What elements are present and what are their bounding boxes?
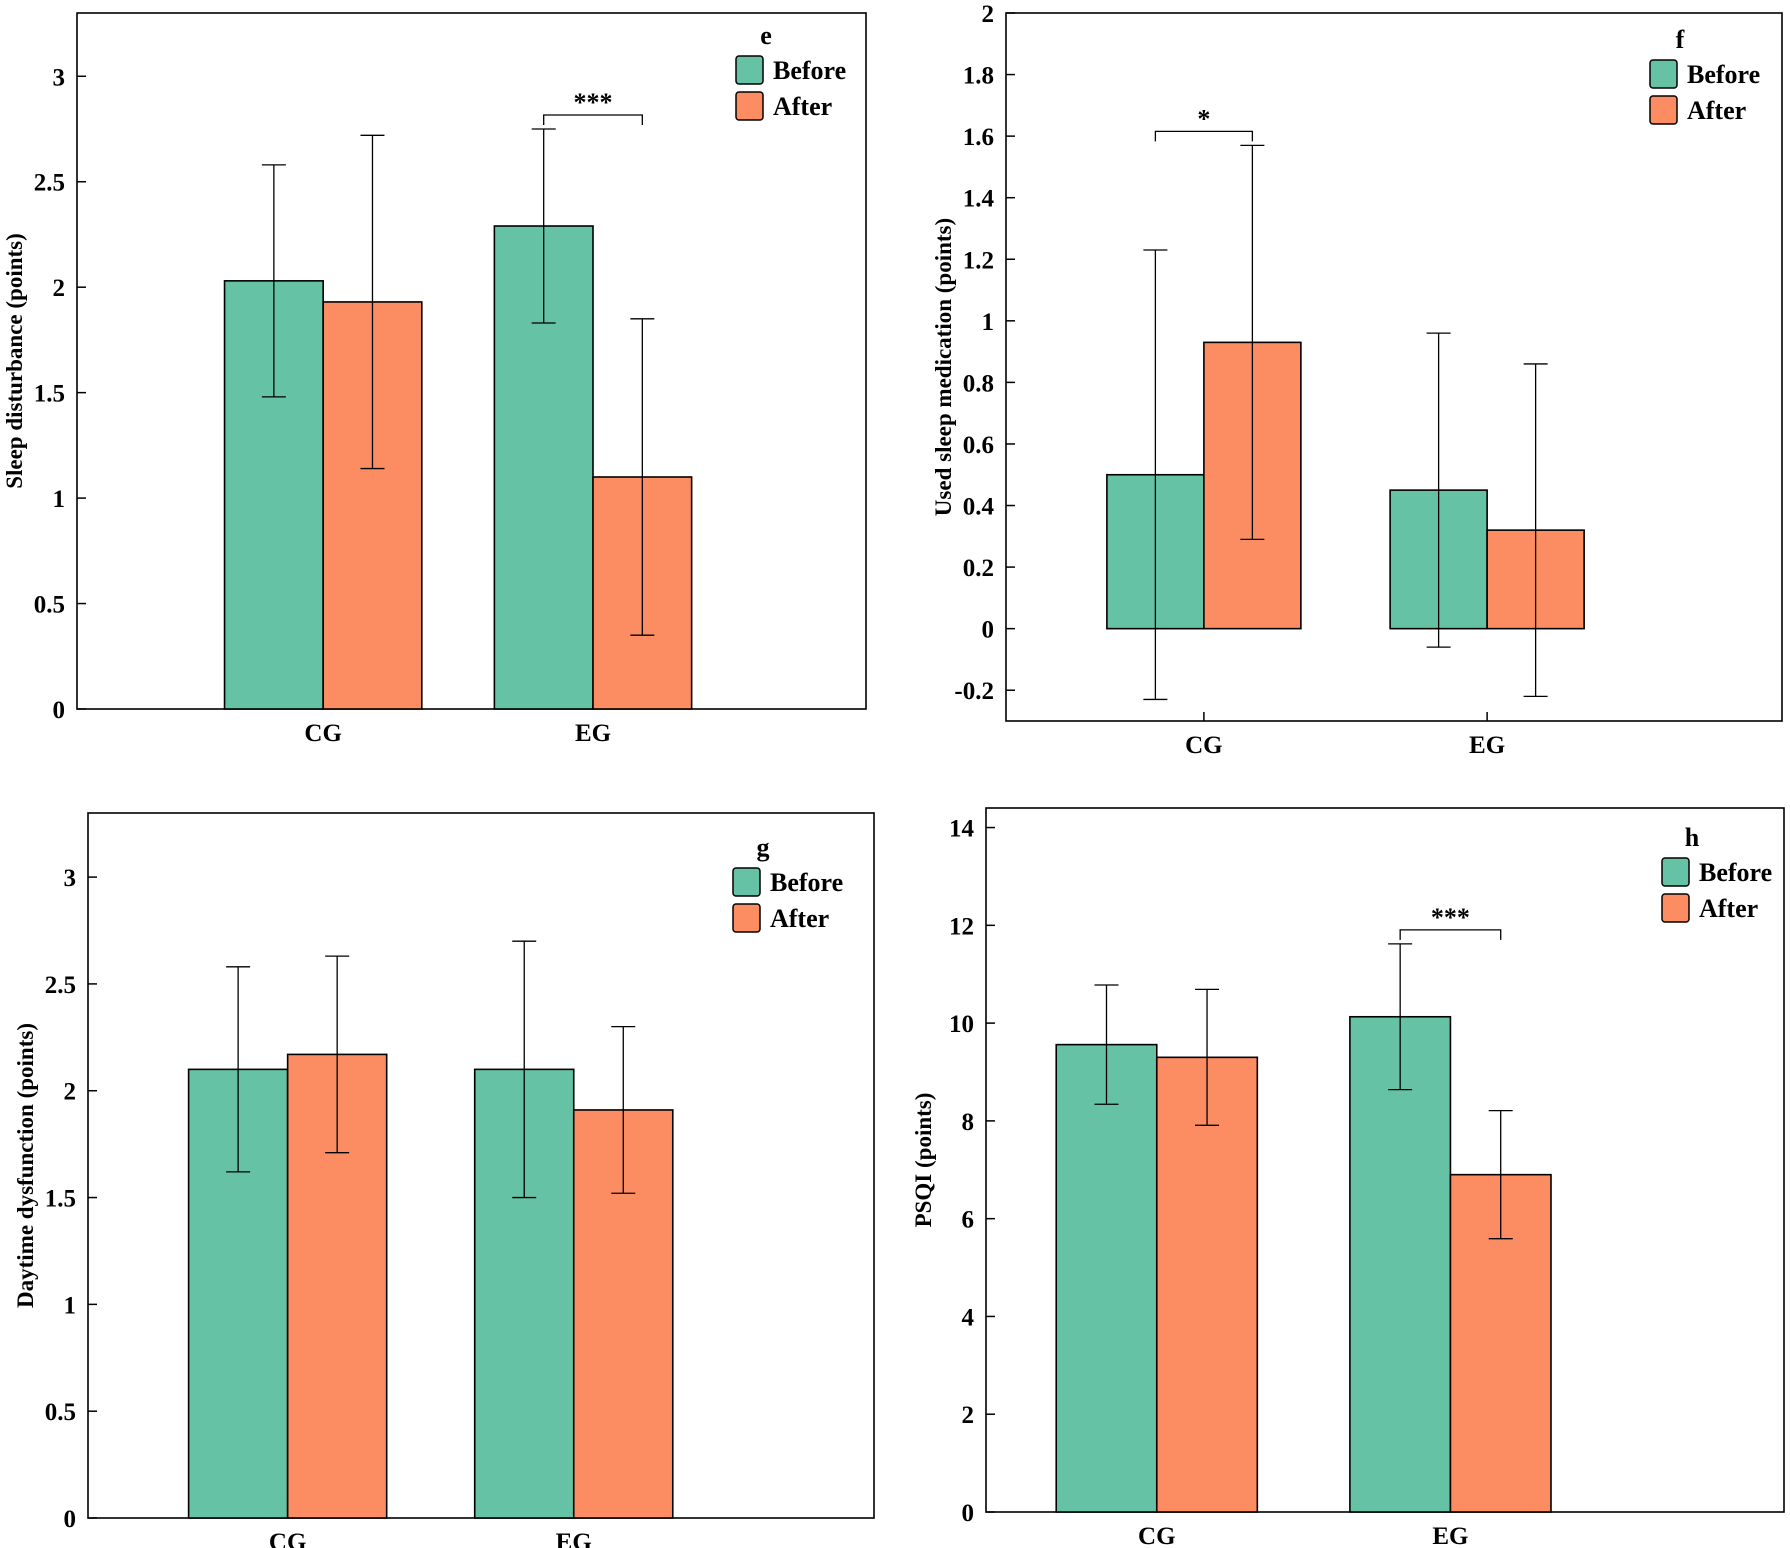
legend-swatch-after	[732, 903, 761, 933]
plot-frame	[1005, 12, 1783, 722]
y-tick-label: 2	[982, 1, 995, 28]
y-tick-label: 2	[53, 275, 66, 302]
y-tick-label: 0	[53, 697, 66, 724]
y-tick-label: 1.8	[963, 63, 994, 90]
x-tick-label-cg: CG	[1185, 732, 1223, 759]
y-tick-label: 1.5	[45, 1186, 76, 1213]
bar-cg-before	[1055, 1043, 1158, 1513]
y-tick-label: 6	[962, 1207, 975, 1234]
legend-swatch-before	[735, 55, 764, 85]
y-tick-label: 10	[949, 1011, 974, 1038]
legend-swatch-before	[1649, 59, 1678, 89]
chart-panel-h: 0 2 4 6 8 10 12 14 PSQI (points) CG EG *** h Before Af…	[911, 807, 1785, 1548]
y-tick-label: 0	[64, 1506, 77, 1533]
bar-eg-before	[1349, 1015, 1452, 1513]
bar-cg-after	[1155, 1056, 1259, 1513]
panel-title: f	[1676, 25, 1685, 54]
chart-panel-e: 0 0.5 1 1.5 2 2.5 3 Sleep disturbance (points) C…	[2, 12, 867, 747]
panel-title: e	[760, 21, 772, 50]
x-tick-label-cg: CG	[1138, 1523, 1176, 1548]
y-tick-label: 1	[64, 1292, 77, 1319]
legend-swatch-after	[1661, 893, 1690, 923]
x-tick-label-eg: EG	[1432, 1523, 1468, 1548]
y-tick-label: 1	[53, 486, 66, 513]
y-tick-label: 1.4	[963, 186, 995, 213]
legend-label-before: Before	[773, 56, 846, 85]
x-tick-label-eg: EG	[1469, 732, 1505, 759]
y-tick-label: 1.5	[34, 381, 65, 408]
y-tick-label: 2.5	[34, 170, 65, 197]
legend-label-after: After	[773, 92, 832, 121]
y-tick-label: 0.5	[45, 1399, 76, 1426]
y-tick-label: 12	[949, 913, 974, 940]
y-tick-label: 0	[982, 617, 995, 644]
y-tick-label: 0	[962, 1500, 975, 1527]
legend-swatch-before	[732, 867, 761, 897]
legend-label-after: After	[1687, 96, 1746, 125]
y-axis-label: Sleep disturbance (points)	[2, 233, 27, 489]
significance-bracket	[1399, 929, 1502, 940]
significance-bracket	[1154, 130, 1254, 142]
y-tick-label: 14	[949, 816, 975, 843]
panel-title: h	[1685, 823, 1700, 852]
chart-panel-f: -0.2 0 0.2 0.4 0.6 0.8 1 1.2 1.4 1.6 1.8 2 Used slee…	[931, 1, 1783, 759]
legend-label-before: Before	[1687, 60, 1760, 89]
x-tick-label-eg: EG	[575, 720, 611, 747]
y-tick-label: 1	[982, 309, 995, 336]
x-tick-label-cg: CG	[269, 1529, 307, 1548]
legend-swatch-after	[735, 91, 764, 121]
significance-bracket	[543, 114, 643, 125]
y-tick-label: 2	[64, 1079, 77, 1106]
y-tick-label: 3	[53, 64, 66, 91]
y-axis-label: Used sleep medication (points)	[931, 218, 956, 516]
y-tick-label: 4	[962, 1304, 975, 1331]
legend-swatch-before	[1661, 857, 1690, 887]
y-tick-label: 0.4	[963, 494, 995, 521]
chart-panel-g: 0 0.5 1 1.5 2 2.5 3 Daytime dysfunction (points…	[13, 812, 875, 1548]
panel-title: g	[757, 833, 770, 862]
legend-label-after: After	[770, 904, 829, 933]
legend-label-before: Before	[1699, 858, 1772, 887]
legend-label-before: Before	[770, 868, 843, 897]
x-tick-label-eg: EG	[556, 1529, 592, 1548]
significance-label: ***	[1431, 903, 1470, 932]
y-tick-label: 0.8	[963, 370, 994, 397]
significance-label: ***	[574, 88, 613, 117]
plot-frame	[76, 12, 867, 710]
significance-label: *	[1197, 104, 1210, 133]
y-tick-label: 1.6	[963, 124, 994, 151]
y-tick-label: 0.6	[963, 432, 994, 459]
y-tick-label: 8	[962, 1109, 975, 1136]
y-tick-label: 2	[962, 1402, 975, 1429]
legend-swatch-after	[1649, 95, 1678, 125]
y-tick-label: 2.5	[45, 972, 76, 999]
y-tick-label: 0.2	[963, 555, 994, 582]
y-tick-label: 0.5	[34, 592, 65, 619]
y-tick-label: -0.2	[954, 678, 994, 705]
y-axis-label: Daytime dysfunction (points)	[13, 1023, 38, 1308]
legend-label-after: After	[1699, 894, 1758, 923]
y-tick-label: 1.2	[963, 247, 994, 274]
y-axis-label: PSQI (points)	[911, 1093, 936, 1228]
x-tick-label-cg: CG	[304, 720, 342, 747]
bar-cg-before	[223, 280, 324, 710]
y-tick-label: 3	[64, 865, 77, 892]
